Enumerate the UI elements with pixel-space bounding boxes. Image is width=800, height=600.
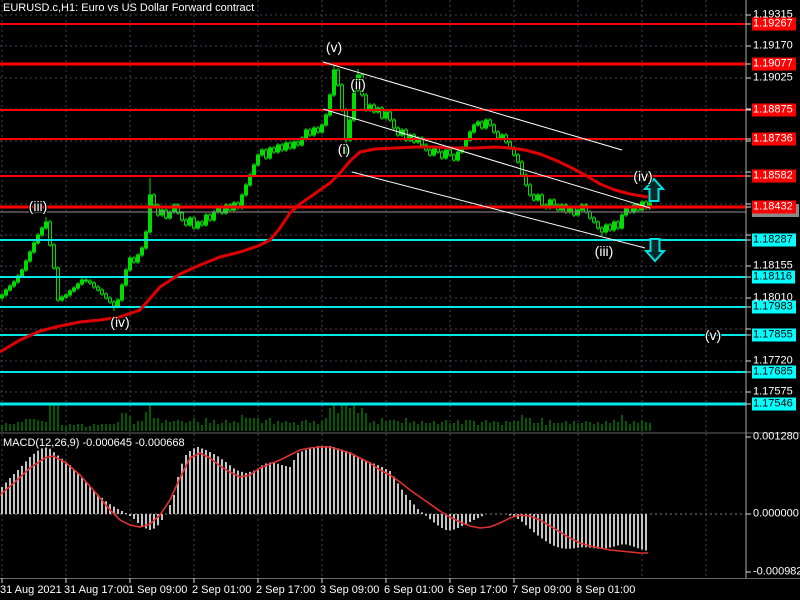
time-tick-label: 3 Sep 09:00 (320, 584, 380, 596)
price-tick-label: 1.17575 (753, 385, 793, 398)
wave-label[interactable]: (i) (337, 141, 351, 157)
time-tick-label: 31 Aug 2021 (0, 584, 62, 596)
resistance-price-label: 1.19077 (752, 57, 796, 71)
wave-label[interactable]: (iii) (28, 198, 48, 214)
price-tick-label: 1.19170 (753, 39, 793, 52)
symbol-title: EURUSD.c,H1: Euro vs US Dollar Forward c… (3, 2, 255, 14)
wave-label[interactable]: (v) (704, 327, 722, 343)
down-arrow[interactable] (643, 238, 667, 263)
wave-label[interactable]: (iv) (110, 314, 130, 330)
resistance-price-label: 1.18432 (752, 200, 796, 214)
volume-bars (1, 404, 651, 431)
wave-label[interactable]: (ii) (350, 76, 366, 92)
price-tick-label: 1.18155 (753, 259, 793, 272)
time-tick-label: 1 Sep 09:00 (128, 584, 188, 596)
time-tick-label: 8 Sep 01:00 (576, 584, 636, 596)
up-arrow[interactable] (642, 177, 666, 202)
macd-tick-label: 0.001280 (753, 430, 799, 443)
wave-label[interactable]: (iii) (594, 243, 614, 259)
support-price-label: 1.18287 (752, 233, 796, 247)
price-tick-label: 1.19025 (753, 71, 793, 84)
macd-histogram (1, 446, 647, 551)
resistance-price-label: 1.18736 (752, 132, 796, 146)
support-price-label: 1.17546 (752, 397, 796, 411)
trendline[interactable] (351, 171, 646, 249)
ma-line (0, 145, 649, 354)
resistance-price-label: 1.18582 (752, 169, 796, 183)
time-tick-label: 7 Sep 09:00 (512, 584, 572, 596)
time-tick-label: 2 Sep 01:00 (192, 584, 252, 596)
resistance-price-label: 1.18875 (752, 103, 796, 117)
indicator-label: MACD(12,26,9) -0.000645 -0.000668 (3, 437, 185, 449)
time-tick-label: 6 Sep 01:00 (384, 584, 444, 596)
price-tick-label: 1.17720 (753, 354, 793, 367)
trendline[interactable] (322, 108, 651, 209)
support-price-label: 1.18116 (752, 270, 795, 284)
indicator-macd-value: -0.000645 (82, 437, 133, 449)
macd-tick-label: -0.000982 (753, 565, 800, 578)
support-price-label: 1.17855 (752, 328, 796, 342)
trendline[interactable] (322, 61, 623, 151)
macd-tick-label: 0.000000 (753, 507, 799, 520)
resistance-price-label: 1.19267 (752, 17, 796, 31)
time-tick-label: 6 Sep 17:00 (448, 584, 508, 596)
support-price-label: 1.17685 (752, 365, 796, 379)
time-tick-label: 31 Aug 17:00 (64, 584, 129, 596)
time-tick-label: 2 Sep 17:00 (256, 584, 316, 596)
macd-signal-line (0, 446, 648, 554)
support-price-label: 1.17983 (752, 300, 796, 314)
indicator-name: MACD(12,26,9) (3, 437, 80, 449)
wave-label[interactable]: (iv) (633, 168, 653, 184)
wave-label[interactable]: (v) (325, 39, 343, 55)
indicator-signal-value: -0.000668 (135, 437, 185, 449)
